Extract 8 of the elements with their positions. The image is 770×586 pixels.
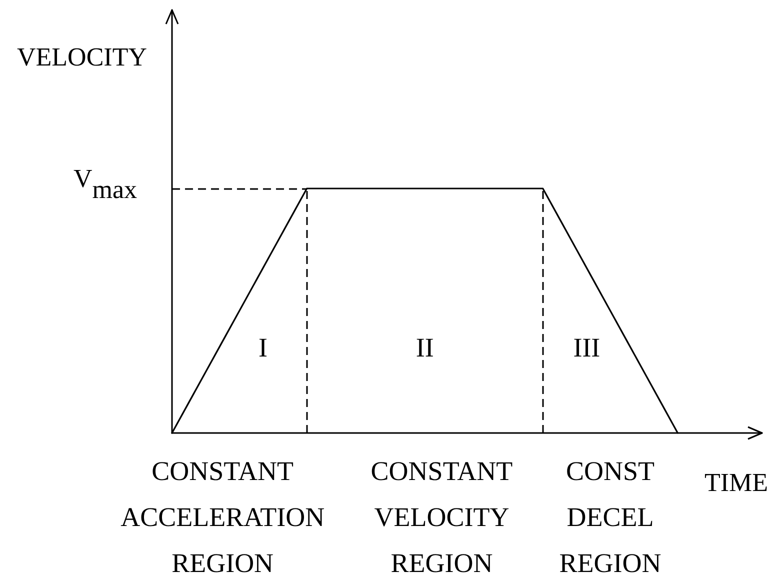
x-axis-title: TIME xyxy=(704,468,768,497)
x-tick-label: CONSTANT ACCELERATION REGION xyxy=(120,456,325,578)
annotation: I xyxy=(258,332,268,362)
x-tick-label: CONSTANT VELOCITY REGION xyxy=(370,456,514,578)
y-axis-title: VELOCITY xyxy=(17,42,148,72)
annotation: II xyxy=(416,332,434,362)
x-tick-label: CONST DECEL REGION xyxy=(559,456,662,578)
annotation: III xyxy=(573,332,600,362)
